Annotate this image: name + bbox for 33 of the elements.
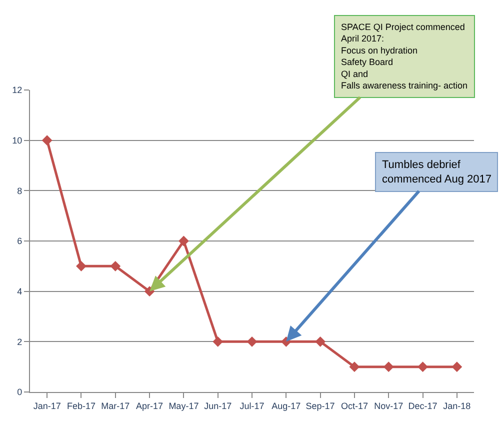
x-tick-label: Nov-17 [374,400,404,411]
point [246,336,258,347]
y-tick-label: 10 [12,135,22,146]
point [315,336,326,347]
point [452,362,462,372]
x-tick-label: Aug-17 [272,400,301,411]
point [212,336,224,347]
x-tick-label: Oct-17 [340,400,368,411]
point [110,260,121,272]
y-tick-label: 4 [17,286,22,296]
y-tick-label: 6 [17,236,22,246]
annotation: SPACE QI Project commenced April 2017: Focus on hydration Safety Board QI and Falls awareness training- action [341,22,468,90]
point [349,362,360,372]
x-tick-label: Jun-17 [204,400,232,411]
x-tick-label: Mar-17 [101,400,130,411]
point [383,362,394,372]
x-tick-label: Jan-18 [443,400,471,411]
y-tick-label: 2 [17,336,22,347]
point [178,236,189,246]
annotation: Tumbles debrief commenced Aug 2017 [382,159,492,186]
x-tick-label: Apr-17 [136,400,164,411]
x-tick-label: Jul-17 [240,400,264,411]
x-tick-label: May-17 [168,400,199,411]
y-tick-label: 8 [17,186,22,196]
point [418,362,428,372]
x-tick-label: Sep-17 [306,400,335,411]
y-tick-label: 0 [17,387,22,398]
x-tick-label: Dec-17 [408,400,438,411]
x-tick-label: Jan-17 [33,400,61,411]
y-tick-label: 12 [12,85,22,96]
point [42,135,52,146]
point [76,260,86,272]
x-tick-label: Feb-17 [66,400,96,411]
